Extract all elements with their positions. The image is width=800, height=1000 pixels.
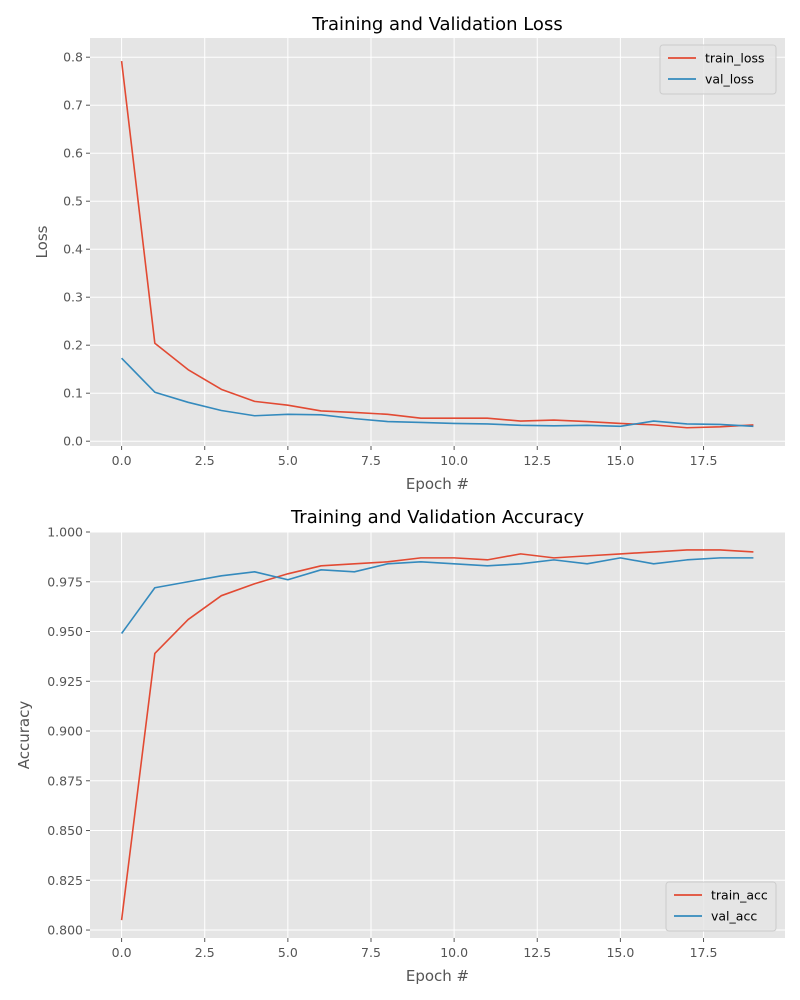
accuracy-y-tick-label: 0.950 — [47, 624, 83, 639]
loss-legend: train_loss val_loss — [659, 44, 777, 95]
accuracy-series — [120, 549, 754, 921]
loss-x-tick-label: 17.5 — [690, 453, 718, 468]
loss-ticks: 0.0 2.5 5.0 7.5 10.0 12.5 15.0 17.5 0.0 0.1 0.2 0.3… — [63, 50, 717, 468]
loss-series — [120, 60, 754, 429]
accuracy-x-tick-label: 12.5 — [523, 945, 551, 960]
loss-x-tick-label: 7.5 — [361, 453, 381, 468]
accuracy-legend: train_acc val_acc — [665, 881, 777, 932]
loss-x-tick-label: 0.0 — [112, 453, 132, 468]
loss-x-tick-label: 15.0 — [606, 453, 634, 468]
accuracy-plot-area — [90, 532, 785, 938]
accuracy-chart: 0.0 2.5 5.0 7.5 10.0 12.5 15.0 17.5 0.800 0.825 0.… — [15, 507, 785, 985]
legend-label-train-acc: train_acc — [711, 888, 768, 903]
loss-y-tick-label: 0.3 — [63, 290, 83, 305]
legend-label-val-loss: val_loss — [705, 72, 754, 87]
loss-x-axis-label: Epoch # — [406, 475, 469, 493]
loss-x-tick-label: 12.5 — [523, 453, 551, 468]
accuracy-x-tick-label: 15.0 — [606, 945, 634, 960]
accuracy-x-tick-label: 7.5 — [361, 945, 381, 960]
legend-label-val-acc: val_acc — [711, 909, 757, 924]
accuracy-y-axis-label: Accuracy — [15, 701, 33, 770]
loss-x-tick-label: 10.0 — [440, 453, 468, 468]
loss-y-tick-label: 0.5 — [63, 194, 83, 209]
series-line-train-acc — [120, 549, 754, 921]
accuracy-x-tick-label: 2.5 — [195, 945, 215, 960]
accuracy-y-tick-label: 0.800 — [47, 923, 83, 938]
loss-y-tick-label: 0.0 — [63, 434, 83, 449]
loss-y-tick-label: 0.7 — [63, 98, 83, 113]
loss-y-axis-label: Loss — [33, 225, 51, 258]
accuracy-y-tick-label: 1.000 — [47, 525, 83, 540]
accuracy-y-tick-label: 0.825 — [47, 873, 83, 888]
series-line-train-loss — [120, 60, 754, 429]
accuracy-x-tick-label: 10.0 — [440, 945, 468, 960]
loss-chart: 0.0 2.5 5.0 7.5 10.0 12.5 15.0 17.5 0.0 0.1 0.2 0.3… — [33, 14, 785, 493]
loss-grid — [90, 38, 785, 446]
loss-y-tick-label: 0.6 — [63, 146, 83, 161]
loss-chart-title: Training and Validation Loss — [311, 14, 562, 35]
loss-x-tick-label: 2.5 — [195, 453, 215, 468]
accuracy-x-tick-label: 17.5 — [690, 945, 718, 960]
accuracy-y-tick-label: 0.925 — [47, 674, 83, 689]
loss-x-tick-label: 5.0 — [278, 453, 298, 468]
accuracy-y-tick-label: 0.900 — [47, 724, 83, 739]
accuracy-x-tick-label: 5.0 — [278, 945, 298, 960]
legend-label-train-loss: train_loss — [705, 51, 765, 66]
accuracy-y-tick-label: 0.975 — [47, 574, 83, 589]
loss-y-tick-label: 0.8 — [63, 50, 83, 65]
accuracy-x-tick-label: 0.0 — [112, 945, 132, 960]
loss-plot-area — [90, 38, 785, 446]
accuracy-grid — [90, 531, 785, 938]
accuracy-y-tick-label: 0.850 — [47, 823, 83, 838]
loss-y-tick-label: 0.4 — [63, 242, 83, 257]
accuracy-chart-title: Training and Validation Accuracy — [290, 507, 584, 528]
loss-y-tick-label: 0.2 — [63, 338, 83, 353]
accuracy-ticks: 0.0 2.5 5.0 7.5 10.0 12.5 15.0 17.5 0.800 0.825 0.… — [47, 525, 717, 961]
accuracy-y-tick-label: 0.875 — [47, 773, 83, 788]
series-line-val-loss — [121, 357, 754, 428]
loss-y-tick-label: 0.1 — [63, 386, 83, 401]
accuracy-x-axis-label: Epoch # — [406, 967, 469, 985]
series-line-val-acc — [120, 557, 754, 634]
